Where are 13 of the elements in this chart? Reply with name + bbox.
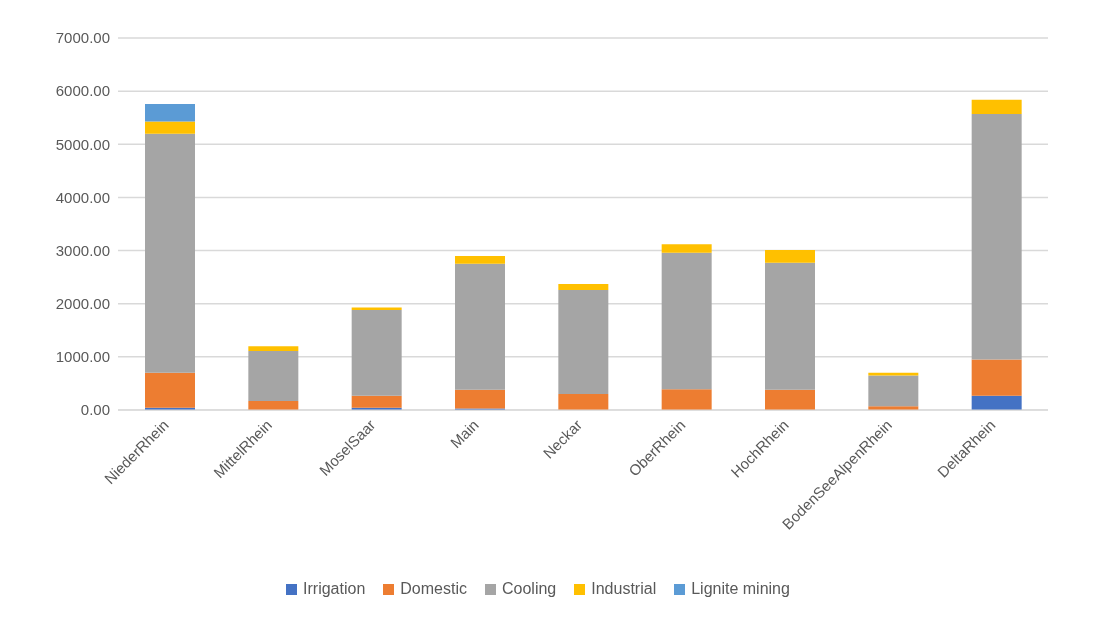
y-tick-label: 3000.00	[55, 241, 110, 259]
legend-label: Industrial	[591, 580, 657, 598]
legend-label: Irrigation	[303, 580, 366, 598]
legend-label: Cooling	[502, 580, 557, 598]
legend-label: Lignite mining	[691, 580, 790, 598]
y-tick-label: 2000.00	[55, 295, 110, 313]
y-tick-label: 6000.00	[55, 82, 110, 100]
y-tick-label: 1000.00	[55, 348, 110, 366]
y-tick-label: 4000.00	[55, 188, 110, 206]
y-tick-label: 5000.00	[55, 135, 110, 153]
legend-label: Domestic	[400, 580, 467, 598]
y-tick-label: 0.00	[80, 401, 110, 419]
y-tick-label: 7000.00	[55, 29, 110, 47]
